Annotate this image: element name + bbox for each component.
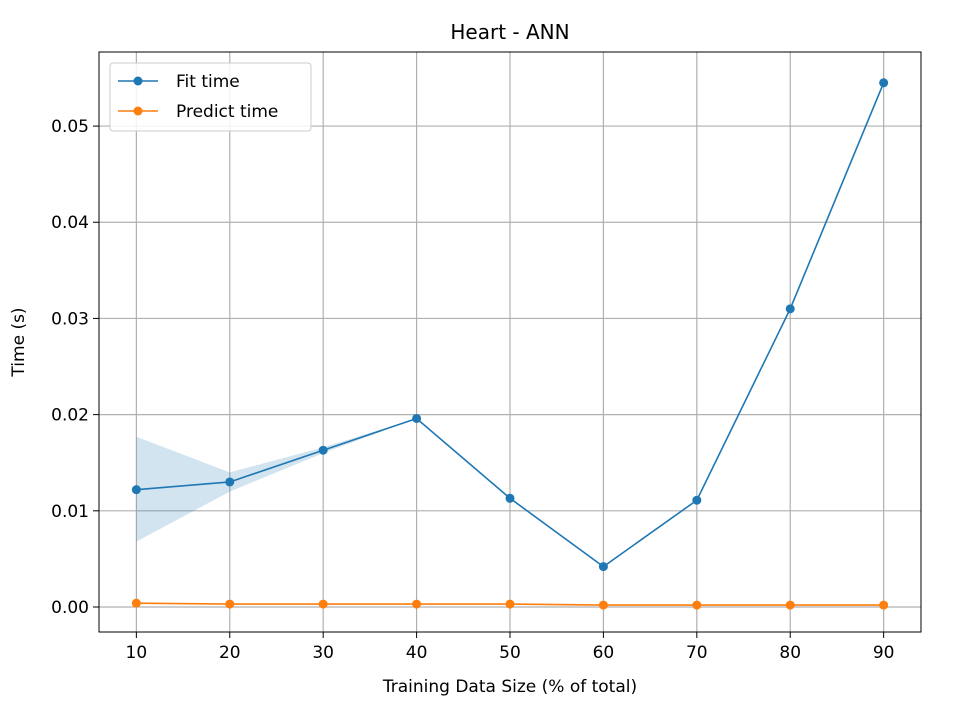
- predict-time-point: [131, 598, 141, 608]
- y-tick-label: 0.04: [51, 213, 89, 233]
- legend-fit-time-marker: [133, 76, 143, 86]
- legend-box: [109, 62, 312, 132]
- fit-time-point: [598, 562, 608, 572]
- fit-time-point: [785, 304, 795, 314]
- y-axis-label: Time (s): [9, 307, 29, 377]
- x-tick-label: 30: [312, 643, 334, 663]
- y-tick-label: 0.02: [51, 406, 89, 426]
- legend-predict-time-marker: [133, 106, 143, 116]
- chart-title: Heart - ANN: [450, 20, 569, 44]
- y-tick-label: 0.05: [51, 117, 89, 137]
- fit-time-point: [692, 495, 702, 505]
- y-tick-label: 0.00: [51, 598, 89, 618]
- legend: Fit time Predict time: [109, 62, 312, 132]
- fit-time-point: [225, 477, 235, 487]
- grid: [99, 52, 921, 632]
- x-tick-label: 80: [779, 643, 801, 663]
- predict-time-point: [598, 600, 608, 610]
- x-tick-label: 50: [499, 643, 521, 663]
- x-tick-label: 10: [126, 643, 148, 663]
- series-layer: [131, 78, 889, 610]
- x-tick-label: 40: [406, 643, 428, 663]
- fit-time-point: [505, 493, 515, 503]
- fit-time-point: [412, 413, 422, 423]
- y-tick-label: 0.01: [51, 502, 89, 522]
- predict-time-point: [785, 600, 795, 610]
- x-axis-label: Training Data Size (% of total): [382, 677, 637, 697]
- predict-time-point: [879, 600, 889, 610]
- x-tick-label: 90: [873, 643, 895, 663]
- x-tick-label: 20: [219, 643, 241, 663]
- fit-time-point: [318, 445, 328, 455]
- fit-time-point: [879, 78, 889, 88]
- predict-time-point: [318, 599, 328, 609]
- predict-time-point: [225, 599, 235, 609]
- x-tick-label: 70: [686, 643, 708, 663]
- legend-fit-time-label: Fit time: [176, 72, 240, 92]
- legend-predict-time-label: Predict time: [176, 102, 278, 122]
- predict-time-point: [505, 599, 515, 609]
- y-axis: 0.00 0.01 0.02 0.03 0.04 0.05: [51, 117, 99, 618]
- predict-time-point: [692, 600, 702, 610]
- x-axis: 10 20 30 40 50 60 70 80 90: [126, 632, 895, 663]
- fit-time-point: [131, 485, 141, 495]
- y-tick-label: 0.03: [51, 309, 89, 329]
- x-tick-label: 60: [593, 643, 615, 663]
- predict-time-point: [412, 599, 422, 609]
